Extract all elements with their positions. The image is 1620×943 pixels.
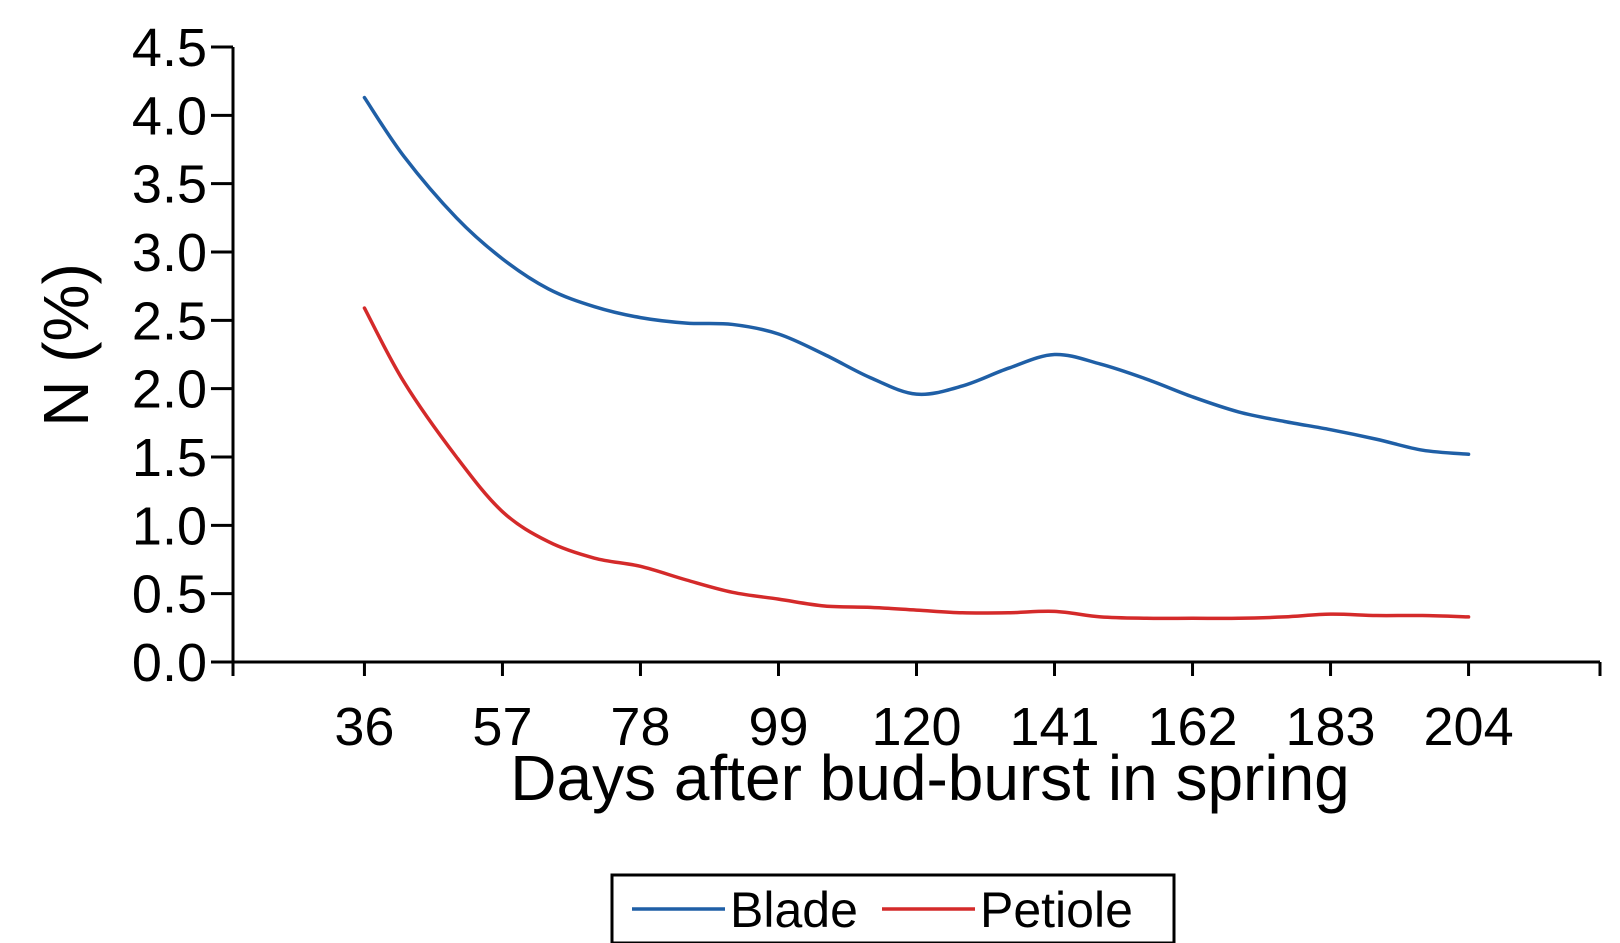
x-tick-label: 204 <box>1424 697 1514 757</box>
y-tick-label: 3.0 <box>132 223 207 283</box>
x-tick-label: 57 <box>472 697 532 757</box>
legend-label-blade: Blade <box>730 882 858 938</box>
series-line-blade <box>362 95 1471 457</box>
axes <box>231 47 1600 664</box>
x-tick-label: 36 <box>334 697 394 757</box>
y-tick-label: 4.0 <box>132 86 207 146</box>
legend: Blade Petiole <box>610 873 1176 943</box>
x-axis-title: Days after bud-burst in spring <box>510 742 1350 814</box>
y-tick-label: 1.0 <box>132 496 207 556</box>
series-line-petiole <box>362 306 1471 621</box>
y-tick-label: 3.5 <box>132 155 207 215</box>
x-tick-label: 141 <box>1009 697 1099 757</box>
y-tick-label: 0.0 <box>132 633 207 693</box>
x-tick-label: 120 <box>871 697 961 757</box>
y-axis-ticks: 0.0 0.5 1.0 1.5 2.0 2.5 3.0 3.5 4.0 4.5 <box>132 18 233 693</box>
x-tick-label: 78 <box>610 697 670 757</box>
y-tick-label: 2.5 <box>132 291 207 351</box>
x-tick-label: 183 <box>1285 697 1375 757</box>
y-axis-title: N (%) <box>30 263 102 427</box>
x-tick-label: 99 <box>748 697 808 757</box>
y-tick-label: 2.0 <box>132 360 207 420</box>
y-tick-label: 1.5 <box>132 428 207 488</box>
x-tick-label: 162 <box>1147 697 1237 757</box>
y-tick-label: 4.5 <box>132 18 207 78</box>
plot-area <box>362 95 1471 621</box>
x-axis-ticks: 36 57 78 99 120 141 162 183 204 <box>231 662 1602 757</box>
legend-label-petiole: Petiole <box>980 882 1133 938</box>
y-tick-label: 0.5 <box>132 565 207 625</box>
